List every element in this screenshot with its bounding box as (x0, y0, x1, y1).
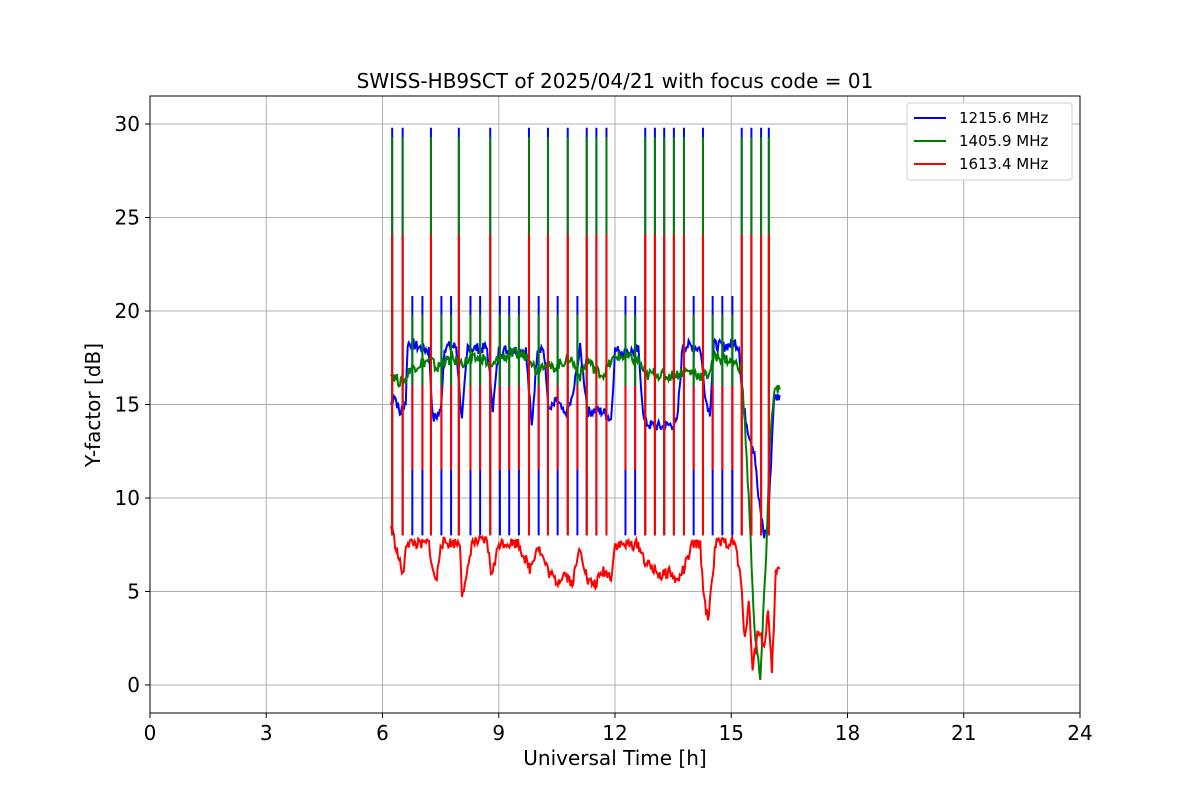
x-tick-label: 3 (260, 721, 273, 745)
x-tick-label: 18 (835, 721, 860, 745)
legend: 1215.6 MHz 1405.9 MHz 1613.4 MHz (906, 102, 1073, 181)
y-tick-label: 15 (115, 393, 140, 417)
series-line (390, 525, 781, 674)
x-tick-label: 21 (951, 721, 976, 745)
y-tick-label: 25 (115, 206, 140, 230)
spike-group (391, 234, 770, 536)
y-tick-label: 10 (115, 486, 140, 510)
legend-label: 1215.6 MHz (959, 109, 1048, 127)
chart-title: SWISS-HB9SCT of 2025/04/21 with focus co… (357, 69, 874, 93)
series-group (390, 525, 781, 674)
x-tick-label: 9 (492, 721, 505, 745)
x-tick-label: 15 (719, 721, 744, 745)
spike-group (411, 314, 734, 386)
y-axis-label: Y-factor [dB] (81, 343, 105, 468)
x-tick-label: 24 (1067, 721, 1092, 745)
series-line (390, 346, 781, 681)
x-tick-label: 0 (144, 721, 157, 745)
series-group (390, 336, 781, 539)
y-tick-label: 5 (127, 579, 140, 603)
x-tick-label: 6 (376, 721, 389, 745)
y-axis-ticks: 0 5 10 15 20 25 30 (115, 112, 150, 697)
legend-label: 1613.4 MHz (959, 155, 1048, 173)
legend-box (906, 102, 1073, 181)
y-tick-label: 0 (127, 673, 140, 697)
plot-area (390, 127, 781, 681)
plot-frame (149, 95, 1081, 714)
series-group (390, 346, 781, 681)
x-axis-ticks: 0 3 6 9 12 15 18 21 24 (144, 713, 1093, 745)
y-tick-label: 30 (115, 112, 140, 136)
spike-group (411, 385, 734, 470)
x-tick-label: 12 (602, 721, 627, 745)
x-axis-label: Universal Time [h] (523, 746, 706, 770)
legend-label: 1405.9 MHz (959, 132, 1048, 150)
series-line (390, 336, 781, 539)
y-tick-label: 20 (115, 299, 140, 323)
